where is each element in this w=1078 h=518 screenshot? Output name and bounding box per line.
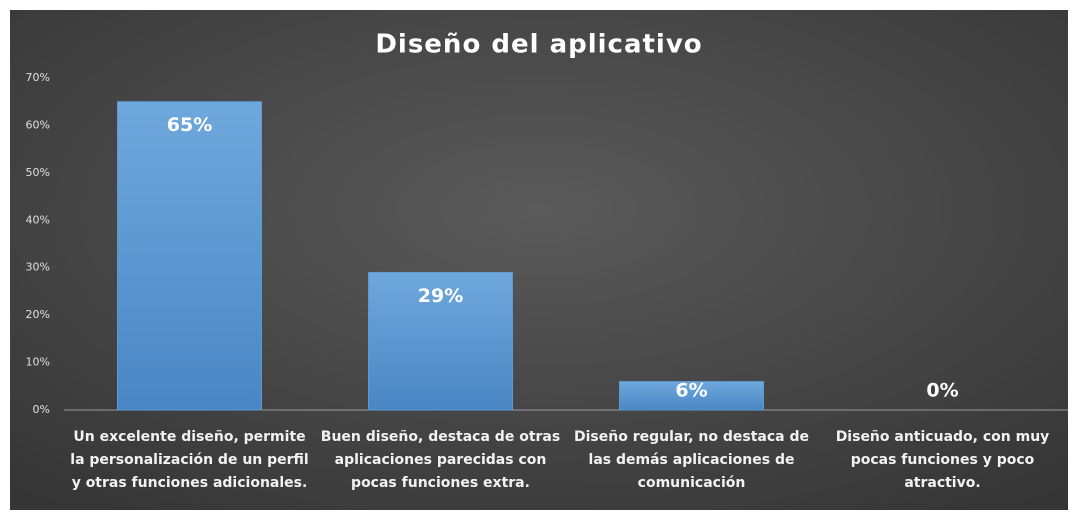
x-tick-label: Diseño regular, no destaca de las demás … bbox=[574, 429, 809, 491]
y-tick-label: 50% bbox=[26, 166, 50, 179]
y-tick-label: 70% bbox=[26, 71, 50, 84]
chart-title: Diseño del aplicativo bbox=[375, 30, 702, 60]
y-tick-label: 60% bbox=[26, 118, 50, 131]
value-label: 0% bbox=[926, 380, 958, 402]
y-tick-label: 10% bbox=[26, 356, 50, 369]
x-tick-label: Un excelente diseño, permite la personal… bbox=[70, 429, 309, 491]
y-tick-label: 0% bbox=[33, 403, 50, 416]
bar bbox=[619, 381, 764, 411]
x-tick-label: Diseño anticuado, con muy pocas funcione… bbox=[835, 429, 1050, 491]
bar bbox=[117, 101, 262, 411]
y-tick-label: 40% bbox=[26, 213, 50, 226]
y-tick-label: 20% bbox=[26, 308, 50, 321]
bar bbox=[368, 271, 513, 411]
y-tick-label: 30% bbox=[26, 261, 50, 274]
value-label: 65% bbox=[167, 114, 212, 136]
x-tick-label: Buen diseño, destaca de otras aplicacion… bbox=[320, 429, 561, 491]
value-label: 6% bbox=[675, 380, 707, 402]
value-label: 29% bbox=[418, 285, 463, 307]
